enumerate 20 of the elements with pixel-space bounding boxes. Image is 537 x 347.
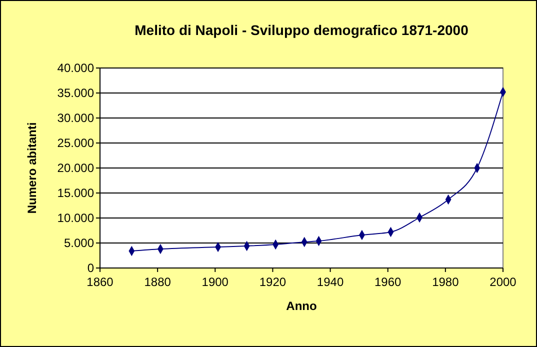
y-tick-label: 35.000 [57,86,94,100]
y-axis-title: Numero abitanti [25,122,39,214]
chart-title: Melito di Napoli - Sviluppo demografico 1871-2000 [134,22,469,38]
x-tick-label: 1900 [202,275,229,289]
y-tick-label: 15.000 [57,186,94,200]
y-tick-label: 30.000 [57,111,94,126]
y-tick-label: 5.000 [64,236,94,250]
x-axis-title: Anno [286,299,317,313]
y-tick-label: 20.000 [57,161,94,176]
x-tick-label: 1940 [316,275,344,289]
y-tick-label: 0 [87,261,94,276]
x-tick-label: 2000 [490,275,517,289]
y-tick-label: 10.000 [57,211,94,226]
x-tick-label: 1880 [144,275,172,289]
x-tick-label: 1920 [259,275,286,289]
y-tick-label: 40.000 [57,61,94,76]
x-tick-label: 1980 [432,275,460,289]
x-tick-label: 1960 [374,275,402,289]
y-tick-label: 25.000 [57,136,94,150]
x-tick-label: 1860 [86,275,114,289]
